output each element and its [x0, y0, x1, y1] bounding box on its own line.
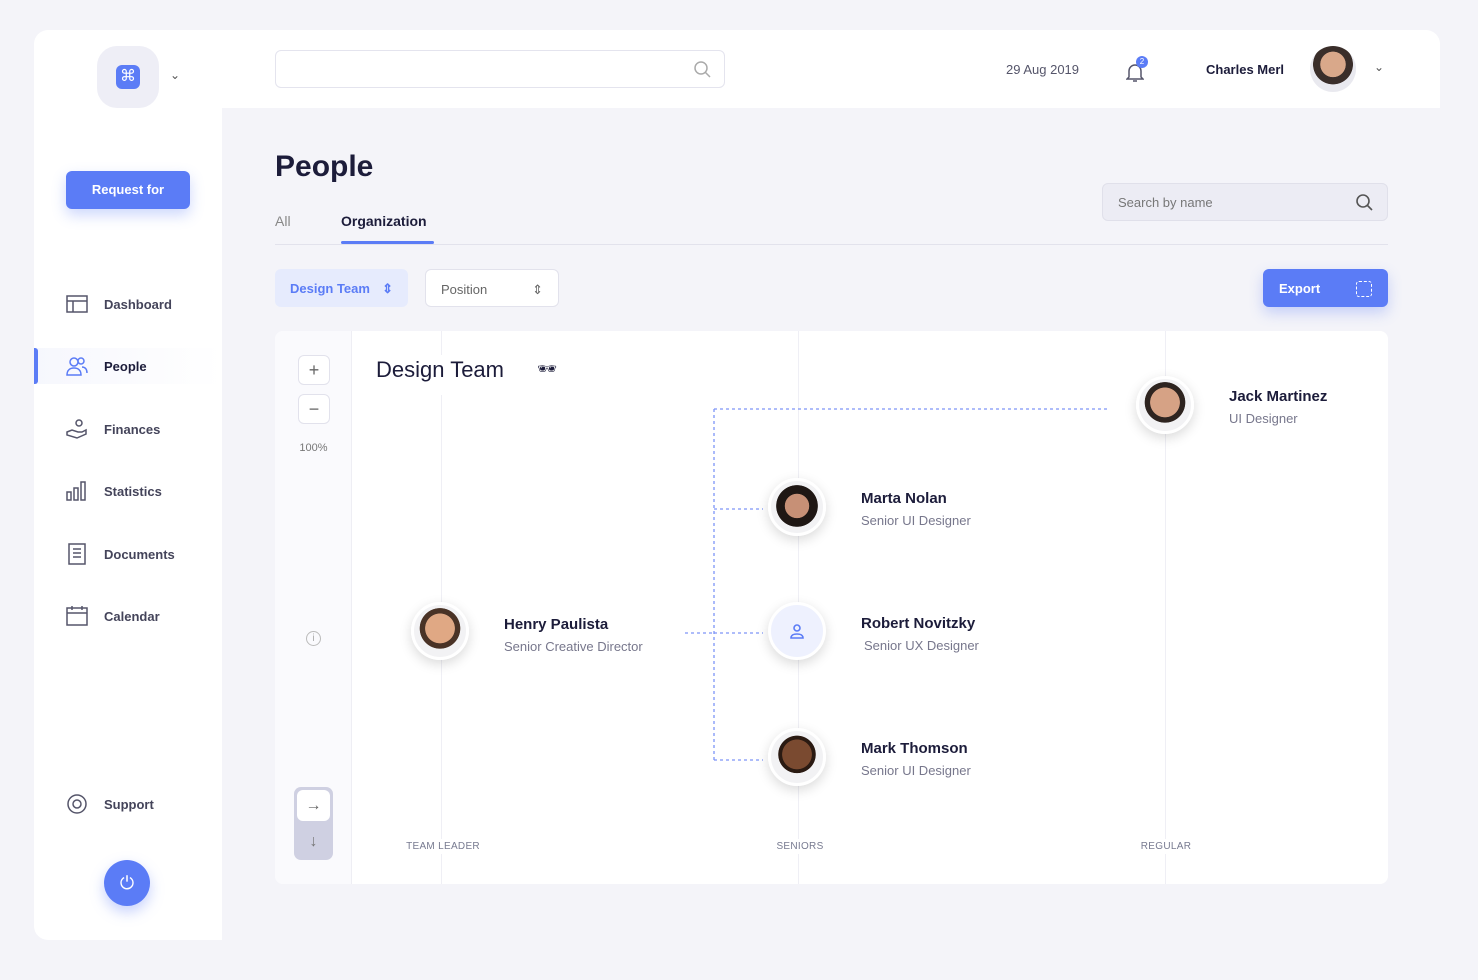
position-select[interactable]: Position ⇕	[425, 269, 559, 307]
person-role: Senior UX Designer	[864, 638, 979, 653]
sidebar-item-statistics[interactable]: Statistics	[34, 473, 222, 509]
page-title: People	[275, 150, 374, 183]
export-icon	[1356, 281, 1372, 297]
nav-label: Support	[104, 796, 154, 812]
team-select-value: Design Team	[290, 281, 370, 296]
avatar-placeholder	[768, 602, 826, 660]
vertical-layout-button[interactable]: ↓	[309, 833, 318, 850]
sidebar: ⌘ ⌄ Request for Dashboard People Finance…	[34, 30, 222, 940]
notification-badge: 2	[1136, 56, 1148, 68]
sidebar-item-calendar[interactable]: Calendar	[34, 598, 222, 634]
person-role: Senior Creative Director	[504, 639, 643, 654]
search-icon	[1356, 194, 1373, 211]
user-avatar[interactable]	[1310, 46, 1356, 92]
nav-label: Calendar	[104, 608, 160, 624]
avatar	[768, 478, 826, 536]
zoom-level: 100%	[299, 442, 328, 454]
sidebar-item-documents[interactable]: Documents	[34, 536, 222, 572]
nav-label: Finances	[104, 421, 161, 437]
info-icon[interactable]: i	[306, 631, 321, 646]
search-icon	[694, 61, 711, 78]
avatar	[1136, 376, 1194, 434]
sort-arrows-icon: ⇕	[532, 282, 543, 297]
person-role: UI Designer	[1229, 411, 1298, 426]
header: 29 Aug 2019 2 Charles Merl ⌄	[222, 30, 1440, 108]
connector-lines	[685, 408, 1110, 761]
export-button[interactable]: Export	[1263, 269, 1388, 307]
hand-coins-icon	[66, 419, 87, 439]
lifebuoy-icon	[67, 794, 87, 814]
zoom-out-button[interactable]: −	[298, 394, 330, 424]
sunglasses-icon: 🕶	[537, 361, 558, 378]
chart-title-bg	[365, 355, 625, 395]
user-icon	[790, 624, 804, 639]
logo[interactable]: ⌘	[97, 46, 159, 108]
person-role: Senior UI Designer	[861, 763, 971, 778]
chevron-down-icon[interactable]: ⌄	[170, 68, 181, 82]
request-for-button[interactable]: Request for	[66, 171, 190, 209]
person-role: Senior UI Designer	[861, 513, 971, 528]
position-select-value: Position	[441, 282, 488, 297]
nav-label: Statistics	[104, 483, 162, 499]
column-label: SENIORS	[776, 839, 824, 854]
org-chart: + − 100% i → ↓ Design Team 🕶 TEAM LEADER…	[275, 331, 1388, 884]
global-search-input[interactable]	[275, 50, 725, 88]
person-name: Robert Novitzky	[861, 615, 976, 632]
search-by-name-input[interactable]: Search by name	[1102, 183, 1388, 221]
sidebar-item-support[interactable]: Support	[34, 786, 222, 822]
horizontal-layout-button[interactable]: →	[297, 790, 330, 821]
person-name: Mark Thomson	[861, 740, 968, 757]
current-date: 29 Aug 2019	[1006, 62, 1080, 77]
tab-organization[interactable]: Organization	[341, 213, 427, 229]
calendar-icon	[66, 606, 88, 626]
person-name: Henry Paulista	[504, 616, 609, 633]
person-name: Jack Martinez	[1229, 388, 1328, 405]
layout-toggle: → ↓	[294, 787, 333, 860]
sidebar-item-finances[interactable]: Finances	[34, 411, 222, 447]
chart-title: Design Team	[376, 357, 504, 382]
nav-label: People	[104, 358, 147, 374]
power-icon: ⏻	[119, 873, 135, 893]
person-name: Marta Nolan	[861, 490, 947, 507]
column-label: TEAM LEADER	[406, 839, 480, 854]
search-placeholder: Search by name	[1118, 195, 1213, 210]
active-tab-indicator	[341, 241, 434, 244]
layout-icon	[66, 295, 88, 313]
bar-chart-icon	[66, 481, 86, 501]
power-button[interactable]: ⏻	[104, 860, 150, 906]
avatar	[411, 602, 469, 660]
chevron-down-icon[interactable]: ⌄	[1374, 60, 1385, 74]
column-label: REGULAR	[1140, 839, 1192, 854]
document-icon	[68, 543, 86, 565]
column-line	[1165, 331, 1166, 884]
chart-toolbar: + − 100% i → ↓	[275, 331, 352, 884]
team-select[interactable]: Design Team ⇕	[275, 269, 408, 307]
sort-arrows-icon: ⇕	[382, 281, 393, 296]
export-label: Export	[1279, 281, 1321, 296]
avatar	[768, 728, 826, 786]
zoom-in-button[interactable]: +	[298, 355, 330, 385]
sidebar-item-people[interactable]: People	[34, 348, 222, 384]
user-name[interactable]: Charles Merl	[1206, 62, 1285, 77]
command-icon: ⌘	[116, 65, 140, 89]
tab-divider	[275, 244, 1388, 245]
people-icon	[66, 357, 88, 376]
sidebar-item-dashboard[interactable]: Dashboard	[34, 286, 222, 322]
tab-all[interactable]: All	[275, 213, 291, 229]
nav-label: Dashboard	[104, 296, 172, 312]
nav-label: Documents	[104, 546, 175, 562]
